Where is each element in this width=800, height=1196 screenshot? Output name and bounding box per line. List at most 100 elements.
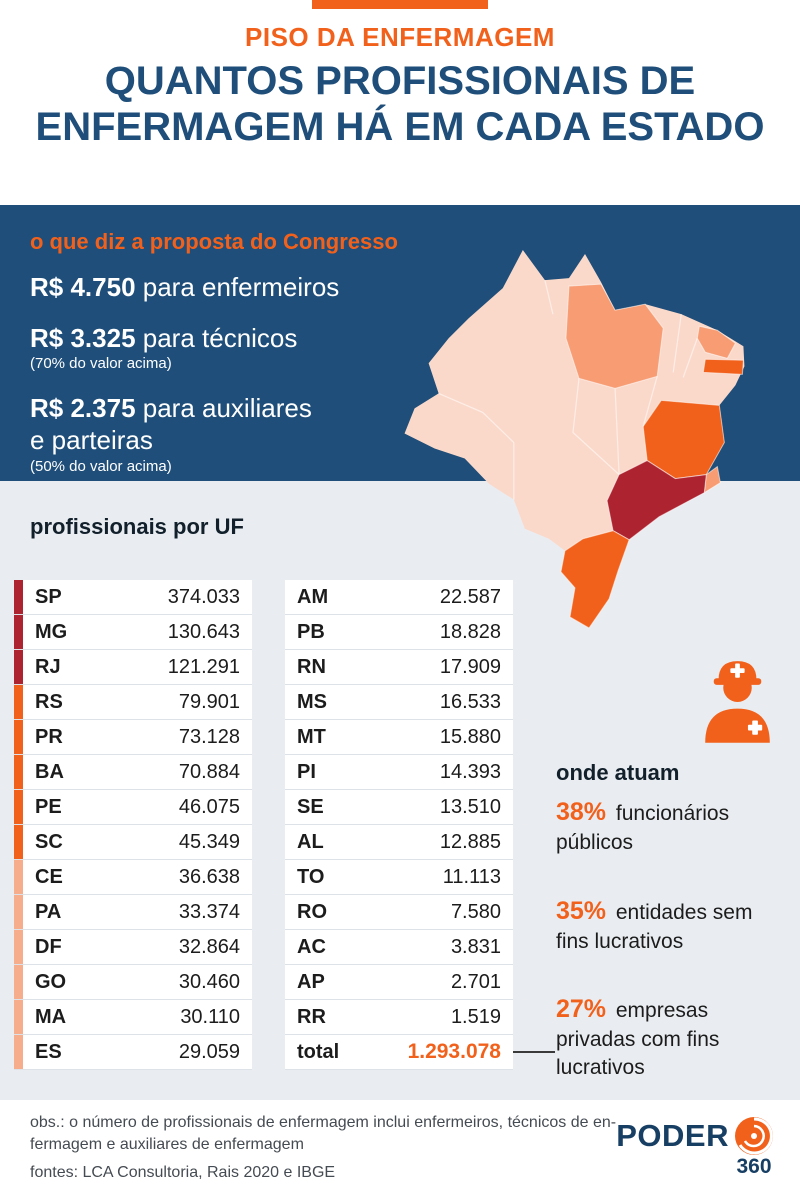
tier-bar — [14, 685, 23, 719]
table-row: SE 13.510 — [285, 790, 513, 825]
table-row: RS 79.901 — [14, 685, 252, 720]
where-item: 27% empresas privadas com fins lucrativo… — [556, 995, 720, 1080]
top-accent-bar — [312, 0, 488, 9]
uf-value: 30.460 — [178, 970, 240, 993]
table-row: PB 18.828 — [285, 615, 513, 650]
uf-value: 130.643 — [167, 620, 240, 643]
tier-bar — [14, 965, 23, 999]
table-row-total: total 1.293.078 — [285, 1035, 513, 1070]
map-region-south — [560, 530, 630, 629]
tier-bar — [14, 825, 23, 859]
uf-label: total — [297, 1040, 340, 1063]
uf-value: 13.510 — [439, 795, 501, 818]
table-row: MS 16.533 — [285, 685, 513, 720]
logo-360-text: 360 — [736, 1155, 772, 1178]
table-row: GO 30.460 — [14, 965, 252, 1000]
state-borders-icon — [438, 279, 698, 500]
poder360-logo: PODER 360 — [616, 1116, 774, 1179]
map-region-pe — [702, 358, 744, 375]
tier-bar — [14, 1000, 23, 1034]
table-row: AM 22.587 — [285, 580, 513, 615]
table-row: AC 3.831 — [285, 930, 513, 965]
uf-label: RJ — [35, 655, 61, 678]
proposal-value: R$ 2.375 — [30, 392, 136, 423]
uf-value: 2.701 — [450, 970, 501, 993]
proposal-note: (50% do valor acima) — [30, 457, 172, 475]
uf-label: RR — [297, 1005, 326, 1028]
tier-bar — [14, 580, 23, 614]
uf-value: 374.033 — [167, 585, 240, 608]
table-row: PE 46.075 — [14, 790, 252, 825]
map-region-pa — [565, 283, 664, 389]
tier-bar — [14, 930, 23, 964]
where-pct: 35% — [556, 896, 607, 925]
uf-label: AL — [297, 830, 324, 853]
tier-bar — [14, 615, 23, 649]
proposal-items: R$ 4.750 para enfermeiros R$ 3.325 para t… — [30, 271, 770, 477]
uf-value: 18.828 — [439, 620, 501, 643]
where-heading: onde atuam — [556, 760, 680, 785]
uf-table-right: AM 22.587 PB 18.828 RN 17.909 MS 16.533 MT 15.880… — [285, 580, 513, 1070]
table-row: SC 45.349 — [14, 825, 252, 860]
poder360-swirl-icon — [735, 1117, 773, 1155]
proposal-value: R$ 4.750 — [30, 272, 136, 302]
tier-bar — [14, 650, 23, 684]
where-section: onde atuam 38% funcionários públicos 35% … — [556, 760, 781, 1120]
tier-bar — [14, 895, 23, 929]
uf-label: GO — [35, 970, 67, 993]
uf-value: 46.075 — [178, 795, 240, 818]
tier-bar — [14, 790, 23, 824]
nurse-icon — [705, 661, 770, 743]
brazil-choropleth-map — [404, 250, 745, 629]
uf-value: 32.864 — [178, 935, 240, 958]
uf-value: 79.901 — [178, 690, 240, 713]
table-row: RO 7.580 — [285, 895, 513, 930]
uf-label: PE — [35, 795, 62, 818]
table-row: DF 32.864 — [14, 930, 252, 965]
uf-value: 1.519 — [450, 1005, 501, 1028]
table-row: PA 33.374 — [14, 895, 252, 930]
uf-value: 36.638 — [178, 865, 240, 888]
footer: obs.: o número de profissionais de enfer… — [0, 1100, 800, 1196]
table-row: MA 30.110 — [14, 1000, 252, 1035]
footer-notes: obs.: o número de profissionais de enfer… — [30, 1112, 616, 1184]
uf-value: 16.533 — [439, 690, 501, 713]
nurse-cross-icon — [730, 663, 763, 735]
table-row: MG 130.643 — [14, 615, 252, 650]
footer-obs-line1: obs.: o número de profissionais de enfer… — [30, 1114, 617, 1131]
table-row: MT 15.880 — [285, 720, 513, 755]
proposal-item: R$ 2.375 para auxiliares e parteiras (50%… — [30, 392, 460, 477]
uf-value: 45.349 — [178, 830, 240, 853]
kicker: PISO DA ENFERMAGEM — [245, 22, 555, 52]
uf-value: 17.909 — [439, 655, 501, 678]
table-row: ES 29.059 — [14, 1035, 252, 1070]
uf-label: BA — [35, 760, 64, 783]
uf-table-left: SP 374.033 MG 130.643 RJ 121.291 RS 79.901 PR 73.… — [14, 580, 252, 1070]
uf-value: 15.880 — [439, 725, 501, 748]
uf-value: 121.291 — [167, 655, 240, 678]
table-row: RR 1.519 — [285, 1000, 513, 1035]
uf-label: CE — [35, 865, 63, 888]
uf-value: 30.110 — [180, 1005, 240, 1028]
uf-label: SC — [35, 830, 63, 853]
map-region-mg-sp-rj — [606, 459, 707, 541]
uf-label: AP — [297, 970, 325, 993]
uf-label: PR — [35, 725, 63, 748]
table-row: PR 73.128 — [14, 720, 252, 755]
page-title: QUANTOS PROFISSIONAIS DE ENFERMAGEM HÁ E… — [0, 58, 800, 150]
where-item: 35% entidades sem fins lucrativos — [556, 896, 753, 953]
uf-value: 1.293.078 — [407, 1040, 501, 1063]
total-connector-line — [513, 1051, 555, 1053]
page-title-line2: ENFERMAGEM HÁ EM CADA ESTADO — [35, 105, 765, 149]
proposal-item: R$ 3.325 para técnicos (70% do valor acim… — [30, 322, 460, 374]
uf-value: 7.580 — [450, 900, 501, 923]
uf-label: ES — [35, 1040, 62, 1063]
uf-value: 70.884 — [178, 760, 240, 783]
uf-label: AM — [297, 585, 329, 608]
uf-value: 33.374 — [178, 900, 240, 923]
proposal-heading: o que diz a proposta do Congresso — [30, 229, 398, 254]
uf-label: MA — [35, 1005, 67, 1028]
proposal-value: R$ 3.325 — [30, 322, 136, 353]
uf-label: TO — [297, 865, 325, 888]
uf-label: PI — [297, 760, 316, 783]
